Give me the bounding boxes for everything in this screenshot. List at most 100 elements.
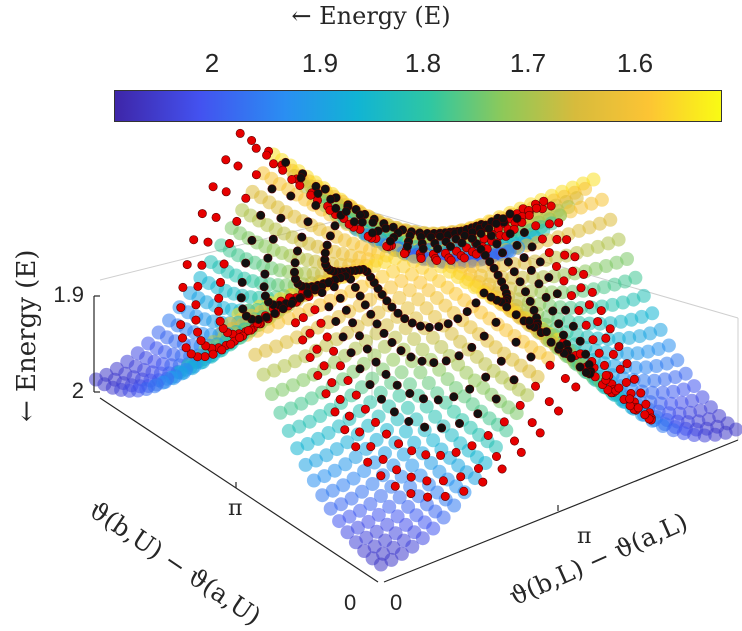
black-marker (502, 302, 512, 312)
black-marker (515, 277, 525, 287)
red-marker (343, 375, 353, 385)
black-marker (354, 331, 364, 341)
red-marker (456, 472, 466, 482)
red-marker (601, 370, 611, 380)
black-marker (505, 209, 515, 219)
red-marker (579, 269, 589, 279)
red-marker (516, 447, 526, 457)
black-marker (418, 394, 428, 404)
black-marker (376, 394, 386, 404)
red-marker (247, 136, 257, 146)
black-marker (324, 302, 334, 312)
black-marker (402, 241, 412, 251)
black-marker (341, 206, 351, 216)
black-marker (289, 267, 299, 277)
surface-point (398, 424, 413, 439)
red-marker (193, 327, 203, 337)
surface-point (275, 382, 290, 397)
red-marker (499, 417, 509, 427)
red-marker (524, 210, 534, 220)
black-marker (405, 388, 415, 398)
red-marker (330, 407, 340, 417)
black-marker (387, 337, 397, 347)
red-marker (262, 150, 272, 160)
surface-point (668, 370, 683, 385)
black-marker (381, 223, 391, 233)
red-marker (571, 382, 581, 392)
surface-point (392, 490, 407, 505)
black-marker (498, 214, 508, 224)
x-tick-label: 0 (344, 590, 357, 615)
surface-point (384, 280, 398, 295)
black-marker (489, 263, 499, 273)
surface-point (597, 280, 612, 295)
red-marker (327, 378, 337, 388)
surface-point (703, 400, 718, 415)
black-marker (287, 298, 297, 308)
surface-point (353, 503, 367, 518)
black-marker (525, 296, 535, 306)
black-marker (313, 189, 323, 199)
surface-point (657, 372, 672, 387)
red-marker (313, 370, 323, 380)
surface-point (290, 441, 305, 456)
black-marker (406, 352, 416, 362)
black-marker (317, 288, 327, 298)
surface-point (281, 423, 296, 438)
black-marker (481, 372, 491, 382)
red-marker (625, 394, 635, 404)
black-marker (260, 291, 270, 301)
red-marker (584, 300, 594, 310)
black-marker (575, 336, 585, 346)
red-marker (622, 359, 632, 369)
surface-point (419, 301, 434, 316)
black-marker (526, 352, 536, 362)
red-marker (535, 428, 545, 438)
black-marker (558, 330, 568, 340)
black-marker (534, 279, 544, 289)
red-marker (214, 306, 224, 316)
black-marker (295, 293, 305, 303)
red-marker (305, 352, 315, 362)
red-marker (440, 491, 450, 501)
surface-point (624, 312, 639, 327)
red-marker (483, 430, 493, 440)
surface-point (647, 373, 662, 388)
red-marker (215, 316, 225, 326)
black-marker (346, 348, 356, 358)
black-marker-series (236, 157, 596, 433)
red-marker (530, 381, 540, 391)
surface-point (440, 372, 455, 387)
surface-point (256, 367, 271, 382)
black-marker (420, 422, 430, 432)
black-marker (479, 288, 489, 298)
red-marker (596, 306, 606, 316)
red-marker (593, 317, 603, 327)
surface-point (294, 396, 309, 411)
black-marker (256, 210, 266, 220)
black-marker (286, 191, 296, 201)
surface-point (655, 419, 670, 433)
black-marker (484, 224, 494, 234)
black-marker (310, 283, 320, 293)
red-marker (329, 346, 339, 356)
surface-point (708, 427, 723, 442)
black-marker (429, 358, 439, 368)
surface-point (447, 498, 462, 513)
surface-point (415, 531, 430, 546)
red-marker (208, 182, 218, 192)
red-marker (335, 394, 345, 404)
black-marker (535, 257, 545, 267)
red-marker (191, 315, 201, 325)
surface-point (499, 423, 514, 438)
surface-plot (89, 128, 742, 583)
surface-point (348, 450, 363, 465)
red-marker (344, 411, 354, 421)
black-marker (415, 321, 425, 331)
red-marker (290, 318, 300, 328)
red-marker (219, 259, 229, 269)
black-marker (509, 267, 519, 277)
red-marker (406, 489, 416, 499)
surface-point (298, 457, 313, 472)
surface-point (426, 433, 441, 448)
